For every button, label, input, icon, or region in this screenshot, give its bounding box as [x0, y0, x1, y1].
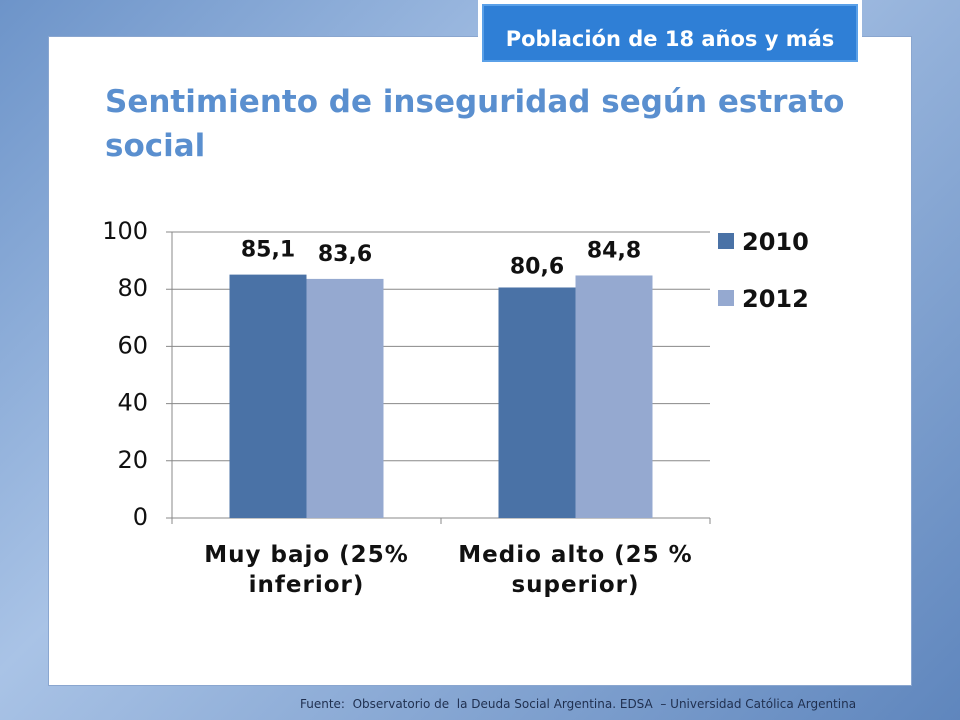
- chart-title: Sentimiento de inseguridad según estrato…: [105, 84, 845, 164]
- source: Fuente: Observatorio de la Deuda Social …: [300, 697, 857, 711]
- bar: [498, 287, 576, 518]
- value-label: 80,6: [510, 254, 564, 279]
- panel: [48, 36, 912, 686]
- y-tick-label: 40: [117, 389, 148, 417]
- y-tick-label: 100: [102, 217, 148, 245]
- legend-label: 2010: [742, 228, 809, 256]
- badge: Población de 18 años y más: [478, 0, 862, 72]
- x-tick-label: Medio alto (25 % superior): [458, 542, 693, 598]
- y-tick-label: 80: [117, 274, 148, 302]
- legend-label: 2012: [742, 285, 809, 313]
- y-tick-label: 0: [133, 503, 148, 531]
- badge-text: Población de 18 años y más: [482, 4, 858, 62]
- bar: [575, 275, 653, 518]
- y-tick-label: 20: [117, 446, 148, 474]
- x-tick-label: Muy bajo (25% inferior): [204, 542, 409, 598]
- value-label: 85,1: [241, 238, 295, 263]
- value-label: 83,6: [318, 242, 372, 267]
- bar: [229, 274, 307, 518]
- value-label: 84,8: [587, 238, 641, 263]
- legend-swatch: [718, 290, 734, 306]
- y-tick-label: 60: [117, 331, 148, 359]
- bar: [306, 278, 384, 518]
- legend-swatch: [718, 233, 734, 249]
